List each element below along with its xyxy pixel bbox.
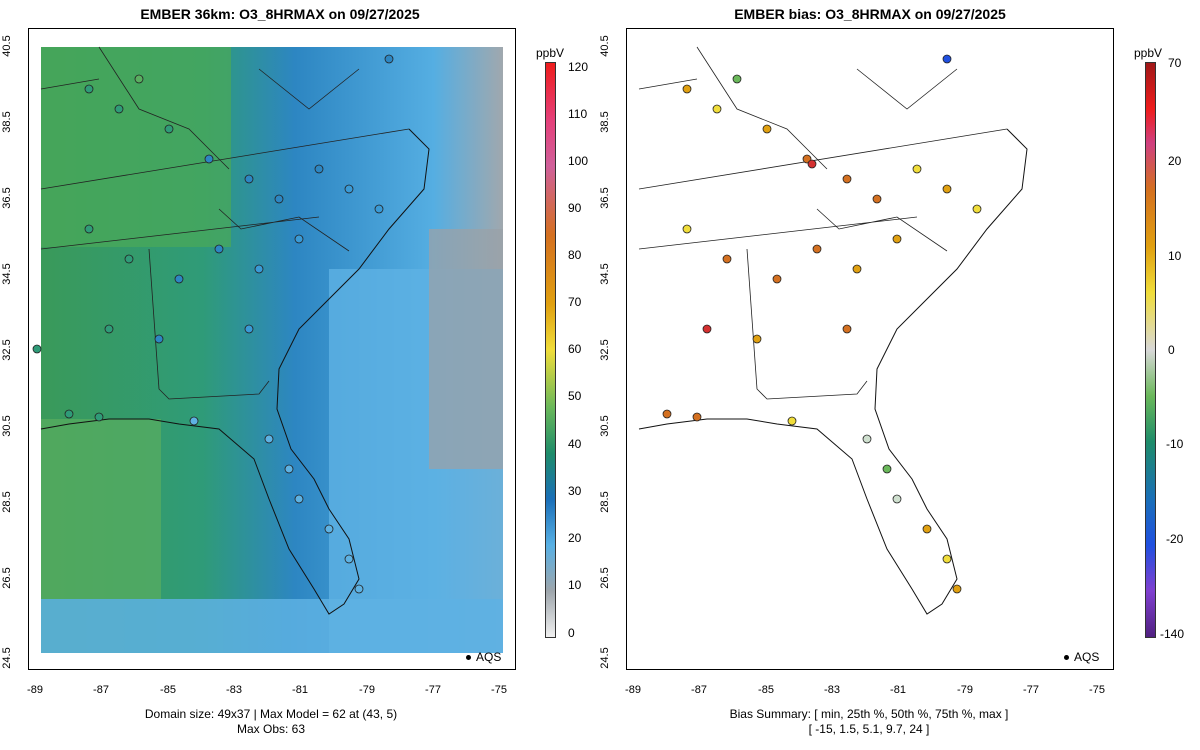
y-tick-label: 40.5	[1, 35, 13, 57]
colorbar-tick: 110	[568, 107, 588, 121]
state-lines	[638, 46, 1008, 400]
y-tick-label: 26.5	[599, 567, 611, 589]
left-unit-label: ppbV	[536, 46, 565, 60]
colorbar-tick: 20	[1168, 154, 1182, 168]
colorbar-tick: 60	[568, 342, 582, 356]
colorbar-tick: 70	[568, 295, 582, 309]
x-tick-label: -85	[758, 684, 774, 696]
x-tick-label: -85	[160, 684, 176, 696]
y-tick-label: 40.5	[599, 35, 611, 57]
colorbar-tick: 10	[1168, 249, 1182, 263]
colorbar-tick: 90	[568, 201, 582, 215]
x-tick-label: -89	[625, 684, 641, 696]
x-tick-label: -81	[890, 684, 906, 696]
y-tick-label: 30.5	[1, 415, 13, 437]
colorbar-tick: 20	[568, 531, 582, 545]
right-map-plot	[626, 28, 1114, 670]
x-tick-label: -77	[425, 684, 441, 696]
legend-label: AQS	[476, 650, 502, 664]
colorbar-tick: 0	[568, 626, 575, 640]
y-tick-label: 36.5	[599, 187, 611, 209]
x-tick-label: -87	[691, 684, 707, 696]
aqs-dot-icon	[466, 655, 471, 661]
right-footer-2: [ -15, 1.5, 5.1, 9.7, 24 ]	[808, 722, 930, 736]
coastline	[40, 128, 430, 615]
right-map-svg	[638, 46, 1028, 615]
y-tick-label: 24.5	[1, 647, 13, 669]
y-tick-label: 24.5	[599, 647, 611, 669]
x-tick-label: -79	[957, 684, 973, 696]
left-legend: AQS	[466, 650, 501, 664]
colorbar-tick: -20	[1166, 532, 1184, 546]
colorbar-tick: 100	[568, 154, 589, 168]
colorbar-tick: 70	[1168, 56, 1182, 70]
y-tick-label: 38.5	[1, 111, 13, 133]
left-footer-2: Max Obs: 63	[236, 722, 306, 736]
right-unit-label: ppbV	[1134, 46, 1163, 60]
y-tick-label: 32.5	[599, 339, 611, 361]
x-tick-label: -75	[1089, 684, 1105, 696]
state-lines	[40, 46, 410, 400]
right-map-title: EMBER bias: O3_8HRMAX on 09/27/2025	[734, 6, 1006, 22]
obs-dots	[32, 54, 394, 594]
right-footer-1: Bias Summary: [ min, 25th %, 50th %, 75t…	[729, 707, 1009, 721]
left-colorbar	[545, 62, 556, 638]
colorbar-tick: 10	[568, 578, 582, 592]
left-footer-1: Domain size: 49x37 | Max Model = 62 at (…	[144, 707, 398, 721]
legend-label: AQS	[1074, 650, 1100, 664]
model-field-south	[41, 599, 503, 653]
model-field-gray	[429, 229, 503, 469]
colorbar-tick: 120	[568, 60, 589, 74]
colorbar-tick: 40	[568, 437, 582, 451]
x-tick-label: -81	[292, 684, 308, 696]
left-map-svg	[32, 46, 503, 653]
left-map-plot	[28, 28, 516, 670]
y-tick-label: 34.5	[1, 263, 13, 285]
x-tick-label: -77	[1023, 684, 1039, 696]
colorbar-tick: 30	[568, 484, 582, 498]
x-tick-label: -83	[226, 684, 242, 696]
right-colorbar	[1145, 62, 1156, 638]
y-tick-label: 30.5	[599, 415, 611, 437]
colorbar-tick: -10	[1166, 437, 1184, 451]
y-tick-label: 28.5	[1, 491, 13, 513]
coastline	[638, 128, 1028, 615]
y-tick-label: 38.5	[599, 111, 611, 133]
y-tick-label: 36.5	[1, 187, 13, 209]
left-map-title: EMBER 36km: O3_8HRMAX on 09/27/2025	[140, 6, 420, 22]
colorbar-tick: -140	[1160, 627, 1185, 641]
x-tick-label: -83	[824, 684, 840, 696]
right-legend: AQS	[1064, 650, 1099, 664]
model-field-southwest-green	[41, 419, 161, 599]
y-tick-label: 32.5	[1, 339, 13, 361]
x-tick-label: -75	[491, 684, 507, 696]
aqs-dot-icon	[1064, 655, 1069, 661]
y-tick-label: 26.5	[1, 567, 13, 589]
x-tick-label: -87	[93, 684, 109, 696]
bias-dots	[662, 54, 982, 594]
x-tick-label: -89	[27, 684, 43, 696]
y-tick-label: 34.5	[599, 263, 611, 285]
colorbar-tick: 0	[1168, 343, 1175, 357]
x-tick-label: -79	[359, 684, 375, 696]
colorbar-tick: 50	[568, 389, 582, 403]
y-tick-label: 28.5	[599, 491, 611, 513]
colorbar-tick: 80	[568, 248, 582, 262]
